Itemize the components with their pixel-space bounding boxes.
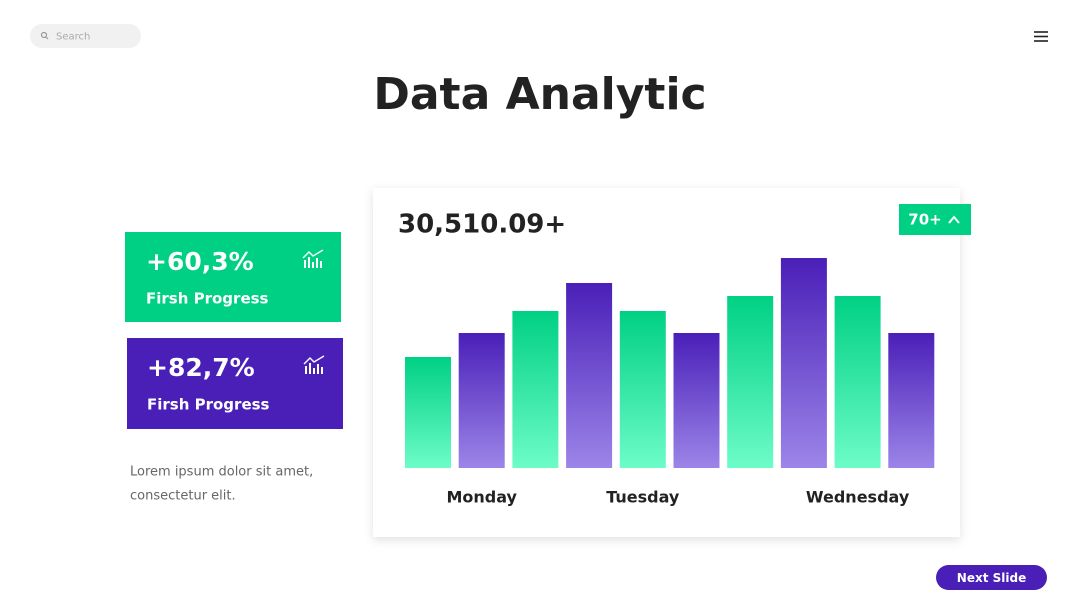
search-icon <box>40 31 48 39</box>
search-placeholder: Search <box>56 32 90 43</box>
card-value: +82,7% <box>147 353 255 382</box>
card-label: Firsh Progress <box>147 396 270 414</box>
bar <box>888 333 935 468</box>
description: Lorem ipsum dolor sit amet, <box>130 465 313 480</box>
badge-text: 70+ <box>908 211 941 229</box>
card-value: +60,3% <box>146 247 254 276</box>
chart-total: 30,510.09+ <box>398 210 566 240</box>
next-button-label: Next Slide <box>957 571 1026 585</box>
menu-icon[interactable] <box>1034 31 1048 42</box>
bar <box>619 311 666 468</box>
bar <box>566 283 613 468</box>
bar <box>780 258 827 468</box>
card-icon <box>302 249 324 268</box>
x-tick-label: Tuesday <box>606 488 680 507</box>
x-tick-label: Wednesday <box>806 488 910 507</box>
bar <box>673 333 720 468</box>
card-icon <box>303 355 325 374</box>
title: Data Analytic <box>373 69 706 120</box>
bar <box>458 333 505 468</box>
bar <box>405 357 451 468</box>
bar <box>512 311 559 468</box>
search-icon <box>45 36 49 40</box>
x-tick-label: Monday <box>446 488 517 507</box>
next-button[interactable] <box>936 565 1047 590</box>
card <box>125 232 341 322</box>
search-box[interactable] <box>30 24 141 48</box>
bar <box>834 296 881 468</box>
description: consectetur elit. <box>130 489 236 504</box>
badge-icon <box>948 215 960 224</box>
badge <box>899 204 971 235</box>
bar <box>727 296 774 468</box>
card <box>127 338 343 429</box>
card-label: Firsh Progress <box>146 290 269 308</box>
